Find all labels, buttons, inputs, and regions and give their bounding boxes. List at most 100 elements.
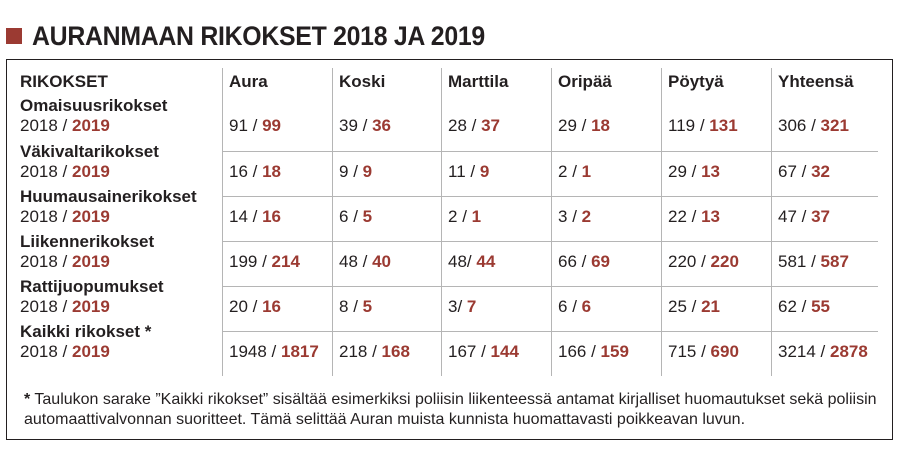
value-sep: /	[466, 116, 482, 135]
value-2018: 3214	[778, 342, 816, 361]
value-2018: 20	[229, 297, 248, 316]
year-old: 2018	[20, 207, 58, 226]
value-sep: /	[457, 207, 472, 226]
value-sep: /	[815, 342, 830, 361]
value-2018: 3	[558, 207, 568, 226]
title-square-icon	[6, 28, 22, 44]
value-sep: /	[576, 252, 592, 271]
table-cell: 199 / 214	[229, 252, 300, 272]
value-2019: 1817	[281, 342, 319, 361]
footnote: * Taulukon sarake ”Kaikki rikokset” sisä…	[24, 390, 884, 430]
table-cell: 62 / 55	[778, 297, 830, 317]
column-header: Yhteensä	[778, 72, 854, 91]
table-cell: 11 / 9	[448, 162, 489, 182]
table-cell: 8 / 5	[339, 297, 372, 317]
table-cell: 2 / 1	[558, 162, 591, 182]
value-2018: 6	[339, 207, 349, 226]
row-divider	[222, 151, 878, 152]
value-2019: 9	[362, 162, 373, 181]
table-cell: 66 / 69	[558, 252, 610, 272]
value-2019: 5	[362, 297, 373, 316]
row-year-label: 2018 / 2019	[20, 342, 110, 362]
value-sep: /	[357, 252, 373, 271]
value-2019: 321	[820, 116, 849, 135]
value-2019: 144	[490, 342, 519, 361]
page-title: AURANMAAN RIKOKSET 2018 JA 2019	[32, 20, 485, 51]
year-sep: /	[57, 116, 72, 135]
table-grid	[7, 60, 892, 439]
table-cell: 16 / 18	[229, 162, 281, 182]
year-new: 2019	[72, 116, 110, 135]
value-sep: /	[696, 252, 711, 271]
table-cell: 166 / 159	[558, 342, 629, 362]
year-sep: /	[57, 252, 72, 271]
column-header: Pöytyä	[668, 72, 724, 91]
value-sep: /	[247, 297, 263, 316]
value-sep: /	[796, 297, 812, 316]
column-divider	[222, 68, 223, 376]
table-cell: 28 / 37	[448, 116, 500, 136]
crime-table-panel: RIKOKSET Aura Koski Marttila Oripää Pöytyä Yht…	[6, 59, 893, 440]
table-cell: 581 / 587	[778, 252, 849, 272]
value-sep: /	[348, 162, 363, 181]
table-cell: 20 / 16	[229, 297, 281, 317]
title-bar: AURANMAAN RIKOKSET 2018 JA 2019	[6, 19, 524, 53]
row-divider	[222, 196, 878, 197]
value-2019: 32	[811, 162, 831, 181]
value-2018: 28	[448, 116, 467, 135]
value-2018: 91	[229, 116, 248, 135]
value-2018: 48	[448, 252, 467, 271]
value-2019: 690	[710, 342, 739, 361]
value-2019: 37	[481, 116, 501, 135]
value-2019: 214	[271, 252, 300, 271]
table-cell: 3 / 2	[558, 207, 591, 227]
value-sep: /	[567, 162, 582, 181]
table-cell: 22 / 13	[668, 207, 720, 227]
column-header: Oripää	[558, 72, 612, 91]
row-year-label: 2018 / 2019	[20, 116, 110, 136]
row-divider	[222, 241, 878, 242]
table-cell: 91 / 99	[229, 116, 281, 136]
column-header: Marttila	[448, 72, 509, 91]
value-2018: 67	[778, 162, 797, 181]
value-2018: 14	[229, 207, 248, 226]
value-sep: /	[357, 116, 373, 135]
value-sep: /	[567, 207, 582, 226]
value-2019: 168	[381, 342, 410, 361]
value-2019: 587	[820, 252, 849, 271]
table-cell: 3/ 7	[448, 297, 476, 317]
value-sep: /	[348, 297, 363, 316]
value-2019: 69	[591, 252, 611, 271]
value-2019: 220	[710, 252, 739, 271]
table-cell: 6 / 5	[339, 207, 372, 227]
table-cell: 67 / 32	[778, 162, 830, 182]
value-2018: 22	[668, 207, 687, 226]
footnote-text: Taulukon sarake ”Kaikki rikokset” sisält…	[24, 391, 877, 428]
value-2018: 11	[448, 162, 466, 181]
value-2019: 159	[600, 342, 629, 361]
value-sep: /	[686, 297, 702, 316]
value-sep: /	[247, 207, 263, 226]
year-sep: /	[57, 162, 72, 181]
value-2019: 55	[811, 297, 831, 316]
table-cell: 29 / 18	[558, 116, 610, 136]
table-cell: 39 / 36	[339, 116, 391, 136]
value-sep: /	[796, 162, 812, 181]
value-2019: 16	[262, 207, 282, 226]
value-2018: 48	[339, 252, 358, 271]
value-sep: /	[567, 297, 582, 316]
value-2018: 220	[668, 252, 697, 271]
value-2018: 8	[339, 297, 349, 316]
value-2019: 37	[811, 207, 831, 226]
value-2018: 29	[558, 116, 577, 135]
value-sep: /	[576, 116, 592, 135]
value-2018: 167	[448, 342, 477, 361]
row-category: Huumausainerikokset	[20, 187, 197, 206]
value-2018: 66	[558, 252, 577, 271]
value-2019: 1	[471, 207, 482, 226]
year-new: 2019	[72, 207, 110, 226]
table-cell: 2 / 1	[448, 207, 481, 227]
corner-header: RIKOKSET	[20, 72, 108, 91]
column-divider	[771, 68, 772, 376]
value-2019: 18	[262, 162, 282, 181]
